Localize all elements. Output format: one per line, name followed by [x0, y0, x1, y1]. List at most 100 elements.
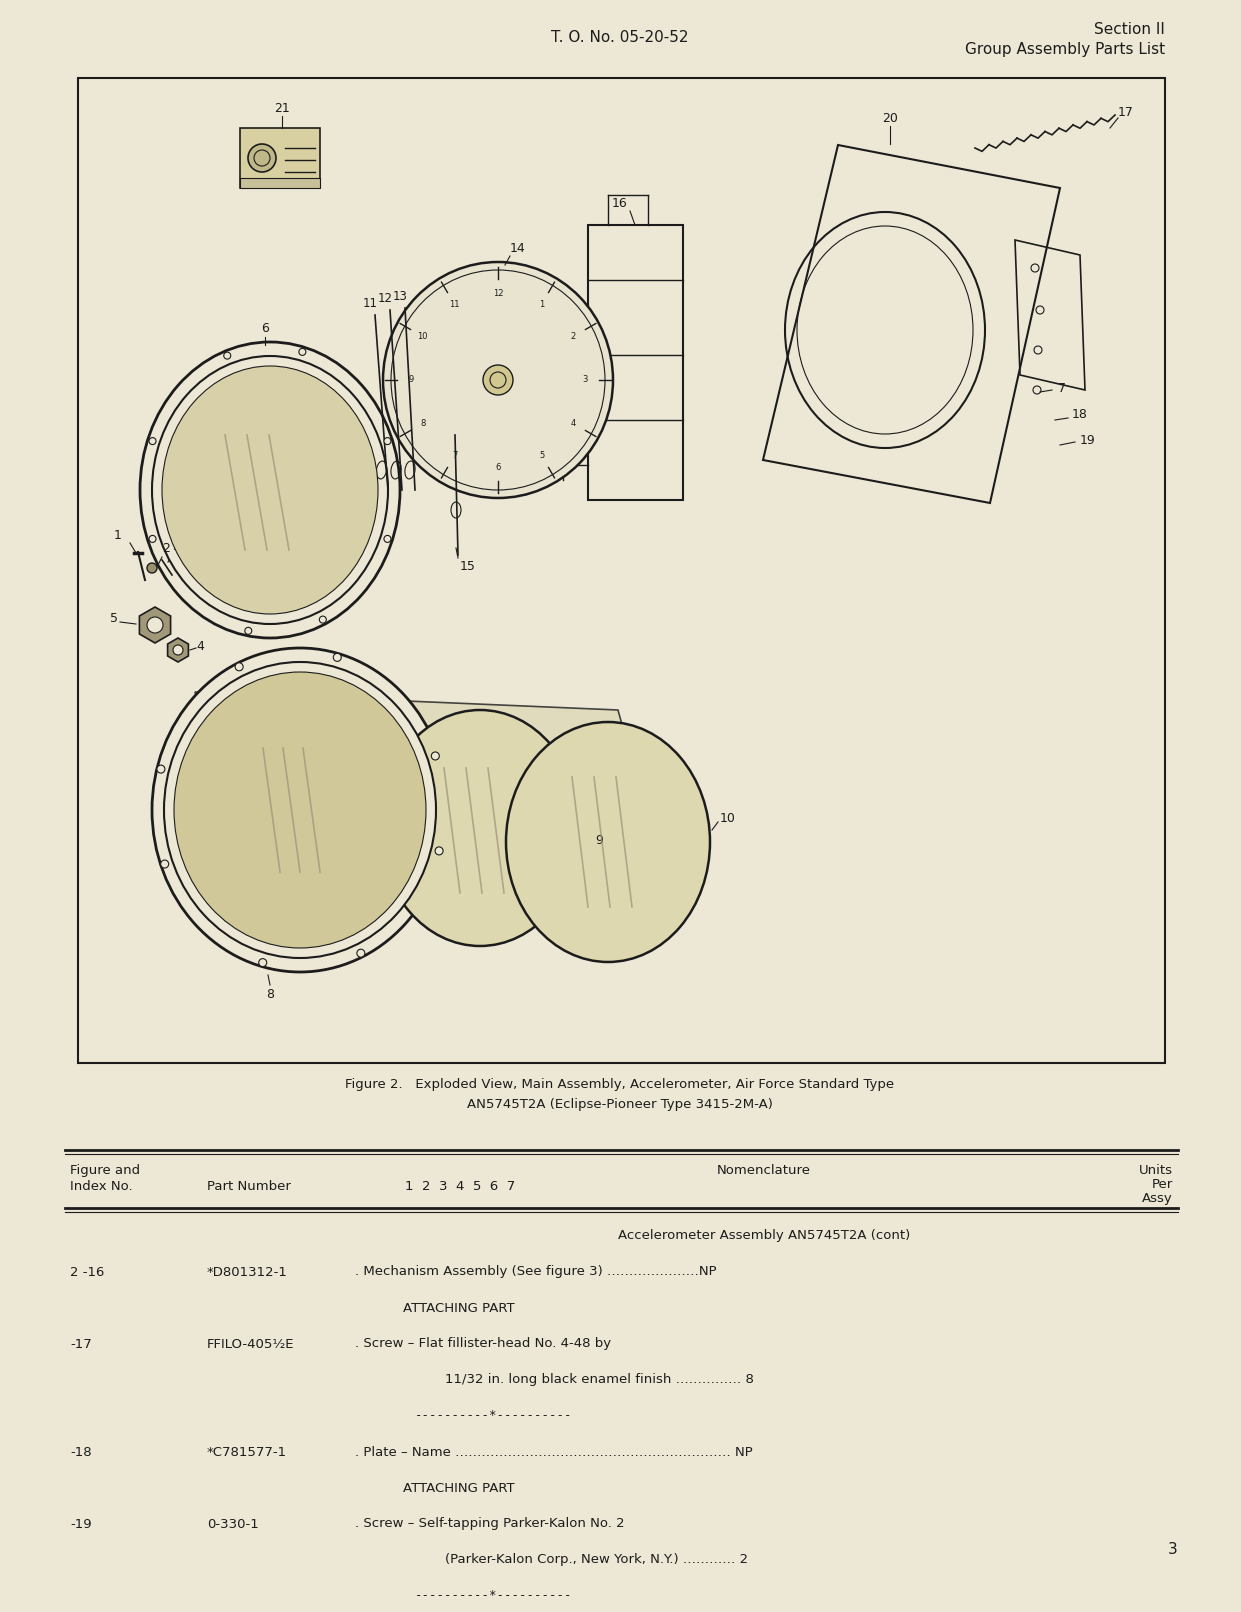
Text: . Screw – Self-tapping Parker-Kalon No. 2: . Screw – Self-tapping Parker-Kalon No. … [355, 1517, 624, 1530]
Ellipse shape [149, 437, 156, 445]
Ellipse shape [172, 645, 182, 654]
Text: 19: 19 [1080, 434, 1096, 447]
Text: 21: 21 [274, 102, 290, 114]
Text: FFILO-405½E: FFILO-405½E [207, 1338, 294, 1351]
Text: ATTACHING PART: ATTACHING PART [403, 1481, 515, 1494]
Text: 9: 9 [594, 833, 603, 846]
Ellipse shape [506, 722, 710, 962]
Polygon shape [195, 692, 670, 899]
Ellipse shape [357, 949, 365, 958]
Text: Figure and: Figure and [69, 1164, 140, 1177]
Text: 18: 18 [1072, 408, 1088, 421]
Ellipse shape [244, 627, 252, 635]
Text: 2: 2 [163, 542, 170, 555]
Text: ATTACHING PART: ATTACHING PART [403, 1301, 515, 1314]
Text: 2: 2 [571, 332, 576, 342]
Text: 11/32 in. long black enamel finish …………… 8: 11/32 in. long black enamel finish ……………… [446, 1373, 753, 1386]
Text: *C781577-1: *C781577-1 [207, 1446, 287, 1459]
Text: 14: 14 [510, 242, 526, 255]
Ellipse shape [334, 653, 341, 661]
Ellipse shape [146, 617, 163, 634]
Ellipse shape [483, 364, 513, 395]
Text: (Parker-Kalon Corp., New York, N.Y.) ………… 2: (Parker-Kalon Corp., New York, N.Y.) ………… [446, 1554, 748, 1567]
Text: 11: 11 [362, 297, 377, 310]
Ellipse shape [258, 959, 267, 967]
Text: Assy: Assy [1142, 1191, 1173, 1206]
Text: 10: 10 [720, 811, 736, 824]
Text: 4: 4 [571, 419, 576, 429]
Text: Index No.: Index No. [69, 1180, 133, 1193]
Bar [78, 77, 1165, 1062]
Polygon shape [168, 638, 189, 663]
Text: 8: 8 [419, 419, 426, 429]
Text: 6: 6 [495, 463, 500, 471]
Text: 3: 3 [1168, 1543, 1178, 1557]
Text: Part Number: Part Number [207, 1180, 290, 1193]
Text: 8: 8 [266, 988, 274, 1001]
Text: Accelerometer Assembly AN5745T2A (cont): Accelerometer Assembly AN5745T2A (cont) [618, 1230, 910, 1243]
Ellipse shape [164, 663, 436, 958]
Text: 13: 13 [392, 290, 407, 303]
Text: 5: 5 [539, 451, 544, 459]
Text: Group Assembly Parts List: Group Assembly Parts List [964, 42, 1165, 56]
Text: 4: 4 [196, 640, 204, 653]
Text: -19: -19 [69, 1517, 92, 1530]
Text: 3: 3 [172, 540, 180, 553]
Text: 11: 11 [449, 300, 459, 310]
Text: 15: 15 [460, 559, 475, 572]
Text: Units: Units [1139, 1164, 1173, 1177]
Ellipse shape [163, 366, 379, 614]
Text: . Screw – Flat fillister-head No. 4-48 by: . Screw – Flat fillister-head No. 4-48 b… [355, 1338, 611, 1351]
Text: 5: 5 [110, 611, 118, 624]
Text: 0-330-1: 0-330-1 [207, 1517, 259, 1530]
Text: 9: 9 [408, 376, 413, 385]
Ellipse shape [383, 437, 391, 445]
Ellipse shape [383, 535, 391, 542]
Ellipse shape [146, 563, 158, 572]
Ellipse shape [432, 751, 439, 759]
Ellipse shape [380, 709, 580, 946]
Text: 1  2  3  4  5  6  7: 1 2 3 4 5 6 7 [405, 1180, 515, 1193]
Ellipse shape [149, 535, 156, 542]
Bar [240, 127, 320, 189]
Text: . Mechanism Assembly (See figure 3) …………………NP: . Mechanism Assembly (See figure 3) …………… [355, 1265, 716, 1278]
Text: 12: 12 [493, 289, 504, 298]
Ellipse shape [436, 846, 443, 854]
Text: 16: 16 [612, 197, 628, 210]
Ellipse shape [235, 663, 243, 671]
Text: 12: 12 [377, 292, 392, 305]
Text: Nomenclature: Nomenclature [717, 1164, 812, 1177]
Text: *D801312-1: *D801312-1 [207, 1265, 288, 1278]
Text: Section II: Section II [1095, 23, 1165, 37]
Ellipse shape [151, 648, 448, 972]
Text: 6: 6 [261, 322, 269, 335]
Ellipse shape [248, 143, 276, 172]
Text: 3: 3 [582, 376, 588, 385]
Ellipse shape [140, 342, 400, 638]
Text: 17: 17 [1118, 105, 1134, 119]
Ellipse shape [156, 766, 165, 774]
Ellipse shape [383, 263, 613, 498]
Text: . Plate – Name ……………………………………………………… NP: . Plate – Name ……………………………………………………… NP [355, 1446, 753, 1459]
Text: Figure 2.   Exploded View, Main Assembly, Accelerometer, Air Force Standard Type: Figure 2. Exploded View, Main Assembly, … [345, 1078, 895, 1091]
Text: 7: 7 [1059, 382, 1066, 395]
Text: 10: 10 [417, 332, 428, 342]
Text: Per: Per [1152, 1178, 1173, 1191]
Text: AN5745T2A (Eclipse-Pioneer Type 3415-2M-A): AN5745T2A (Eclipse-Pioneer Type 3415-2M-… [467, 1098, 773, 1111]
Text: 1: 1 [114, 529, 122, 542]
Ellipse shape [319, 616, 326, 624]
Ellipse shape [223, 351, 231, 359]
Bar [240, 177, 320, 189]
Ellipse shape [174, 672, 426, 948]
Ellipse shape [151, 356, 388, 624]
Text: -18: -18 [69, 1446, 92, 1459]
Text: ----------*----------: ----------*---------- [414, 1589, 572, 1602]
Text: 7: 7 [452, 451, 457, 459]
Text: -17: -17 [69, 1338, 92, 1351]
Text: ----------*----------: ----------*---------- [414, 1409, 572, 1422]
Text: 1: 1 [539, 300, 544, 310]
Bar [588, 226, 683, 500]
Ellipse shape [160, 861, 169, 867]
Text: T. O. No. 05-20-52: T. O. No. 05-20-52 [551, 31, 689, 45]
Text: 2 -16: 2 -16 [69, 1265, 104, 1278]
